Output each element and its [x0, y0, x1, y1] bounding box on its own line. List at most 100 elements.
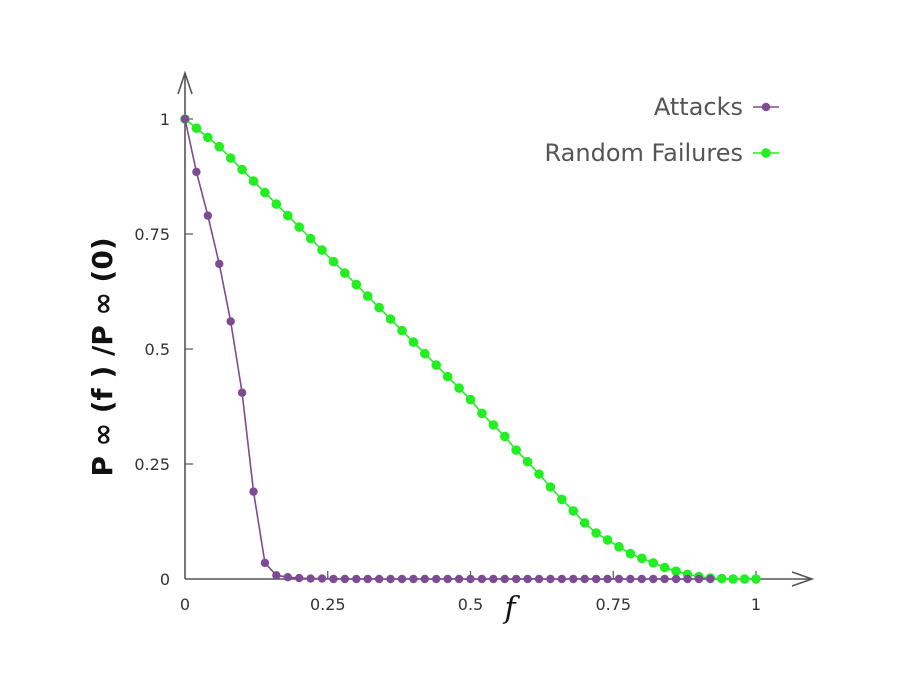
- data-point: [374, 574, 384, 584]
- y-tick-label: 0.75: [134, 225, 170, 244]
- data-point: [716, 573, 727, 584]
- data-point: [432, 574, 441, 584]
- data-point: [294, 222, 305, 232]
- data-point: [511, 574, 521, 584]
- data-point: [397, 325, 407, 336]
- y-tick-label: 0: [160, 570, 170, 589]
- data-point: [488, 420, 499, 430]
- data-point: [409, 574, 418, 584]
- x-tick-label: 0: [180, 595, 190, 614]
- data-point: [637, 574, 646, 584]
- ticks: 0 0.25 0.5 0.75 1 0 0.25 0.5 0.75 1: [134, 110, 761, 614]
- data-point: [420, 348, 430, 359]
- data-point: [295, 573, 304, 583]
- data-point: [728, 574, 738, 584]
- data-point: [214, 141, 225, 152]
- data-point: [306, 574, 315, 583]
- data-point: [340, 268, 350, 278]
- data-point: [591, 574, 601, 584]
- x-tick-label: 0.5: [458, 595, 483, 614]
- x-tick-label: 0.75: [595, 595, 631, 614]
- series-1: [180, 114, 761, 584]
- data-point: [397, 574, 407, 584]
- data-point: [614, 542, 624, 552]
- data-point: [329, 574, 338, 584]
- data-point: [603, 574, 612, 584]
- legend-marker: [761, 102, 771, 112]
- data-point: [249, 487, 258, 496]
- data-point: [649, 574, 658, 584]
- x-axis-label: f: [502, 591, 520, 626]
- data-point: [706, 574, 715, 584]
- data-point: [351, 279, 362, 290]
- data-point: [511, 445, 521, 456]
- data-point: [739, 574, 750, 584]
- data-point: [659, 562, 670, 573]
- data-point: [465, 394, 476, 405]
- data-point: [522, 456, 533, 467]
- series-0: [180, 114, 715, 584]
- data-point: [271, 199, 282, 209]
- data-point: [568, 506, 579, 516]
- data-point: [454, 383, 464, 393]
- data-point: [215, 259, 224, 269]
- data-point: [489, 574, 498, 584]
- data-point: [614, 574, 624, 584]
- data-point: [523, 574, 532, 584]
- data-point: [374, 302, 384, 313]
- data-point: [466, 574, 475, 584]
- y-tick-label: 1: [160, 110, 170, 129]
- data-point: [282, 210, 293, 221]
- data-point: [192, 167, 201, 177]
- data-point: [260, 558, 270, 568]
- data-point: [385, 314, 396, 324]
- data-point: [557, 494, 567, 505]
- data-point: [317, 245, 327, 255]
- y-axis-label: P ∞ (f ) /P ∞ (0): [86, 237, 119, 476]
- data-point: [408, 337, 419, 347]
- data-point: [751, 574, 761, 584]
- legend-label: Attacks: [654, 93, 743, 121]
- x-tick-label: 1: [751, 595, 761, 614]
- y-tick-label: 0.25: [134, 455, 170, 474]
- data-point: [660, 574, 669, 584]
- data-point: [454, 574, 464, 584]
- data-point: [637, 553, 647, 564]
- data-point: [477, 408, 487, 419]
- legend: Attacks Random Failures: [545, 93, 779, 167]
- data-point: [191, 123, 202, 133]
- data-point: [340, 574, 350, 584]
- data-point: [363, 574, 372, 584]
- data-point: [237, 388, 247, 397]
- legend-marker: [761, 148, 771, 158]
- data-point: [534, 469, 544, 479]
- data-point: [545, 482, 556, 492]
- data-point: [671, 574, 681, 584]
- data-point: [260, 187, 270, 198]
- data-point: [694, 574, 704, 584]
- data-point: [671, 566, 681, 576]
- data-point: [477, 574, 487, 584]
- data-point: [420, 574, 430, 584]
- data-point: [534, 574, 544, 584]
- legend-item: Attacks: [654, 93, 779, 121]
- data-point: [386, 574, 395, 584]
- legend-item: Random Failures: [545, 139, 779, 167]
- y-axis-arrow: [177, 70, 193, 95]
- data-point: [557, 574, 567, 584]
- data-point: [272, 571, 281, 580]
- data-point: [362, 291, 373, 301]
- data-point: [431, 360, 442, 370]
- series-layer: [180, 114, 761, 584]
- data-point: [602, 535, 613, 545]
- data-point: [569, 574, 578, 584]
- data-point: [352, 574, 361, 584]
- data-point: [500, 574, 509, 584]
- data-point: [203, 211, 213, 220]
- legend-label: Random Failures: [545, 139, 743, 167]
- data-point: [442, 371, 453, 382]
- data-point: [499, 431, 510, 442]
- x-tick-label: 0.25: [310, 595, 346, 614]
- data-point: [237, 164, 247, 175]
